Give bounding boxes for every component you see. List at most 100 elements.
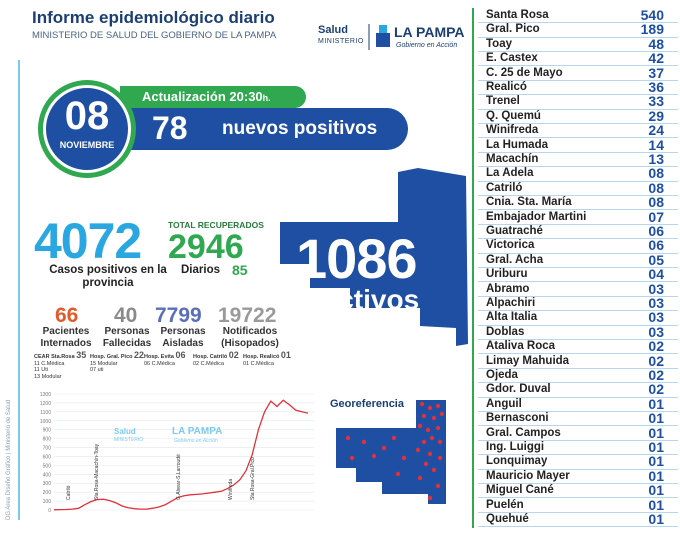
locality-row: Gral. Campos 01 xyxy=(478,424,678,441)
locality-name: Bernasconi xyxy=(486,412,549,425)
locality-row: Quehué 01 xyxy=(478,511,678,528)
locality-row: Bernasconi 01 xyxy=(478,410,678,427)
deceased-value: 40 xyxy=(114,304,138,327)
case-location-dot xyxy=(427,405,433,411)
page-subtitle: MINISTERIO DE SALUD DEL GOBIERNO DE LA P… xyxy=(32,30,277,41)
hospital-card: Hosp. Gral. Pico 22 15 Modular 07 uti xyxy=(90,350,145,374)
y-tick-label: 1200 xyxy=(40,401,51,407)
active-cases-label: Activos xyxy=(318,284,420,315)
locality-count: 07 xyxy=(648,208,664,225)
locality-name: Macachín xyxy=(486,153,539,166)
locality-name: Gral. Acha xyxy=(486,253,544,266)
isolated-value: 7799 xyxy=(155,304,202,327)
locality-name: Winifreda xyxy=(486,124,539,137)
chart-annotation: Sta.Rosa-Macachín-Toay xyxy=(94,443,100,500)
case-location-dot xyxy=(437,455,443,461)
design-credit: DG Area Diseño Gráfico | Ministerio de S… xyxy=(6,399,12,520)
hospital-card: Hosp. Evita 06 06 C.Médica xyxy=(144,350,186,367)
locality-count: 06 xyxy=(648,237,664,254)
update-banner: Actualización 20:30h. xyxy=(120,86,306,108)
locality-row: Gral. Pico 189 xyxy=(478,21,678,38)
locality-count: 02 xyxy=(648,352,664,369)
logo-ministerio: MINISTERIO xyxy=(318,38,364,45)
locality-name: Quehué xyxy=(486,513,529,526)
watermark-gobierno: Gobierno en Acción xyxy=(174,438,218,444)
locality-name: Realicó xyxy=(486,81,527,94)
date-month: NOVIEMBRE xyxy=(59,140,115,150)
recovered-value: 2946 xyxy=(168,228,244,266)
hospital-card: CEAR Sta.Rosa 35 11 C.Médica 11 Uti 13 Mod… xyxy=(34,350,87,380)
locality-count: 01 xyxy=(648,410,664,427)
locality-row: La Adela 08 xyxy=(478,165,678,182)
locality-name: Uriburu xyxy=(486,268,528,281)
locality-count: 03 xyxy=(648,280,664,297)
locality-name: La Adela xyxy=(486,167,534,180)
case-location-dot xyxy=(349,455,355,461)
locality-count: 03 xyxy=(648,295,664,312)
case-location-dot xyxy=(425,427,431,433)
new-positives-label: nuevos positivos xyxy=(222,118,378,139)
logo-divider xyxy=(368,24,370,50)
new-positives-value: 78 xyxy=(152,110,188,146)
case-location-dot xyxy=(431,415,437,421)
decorative-bar xyxy=(18,60,20,520)
locality-count: 01 xyxy=(648,424,664,441)
locality-name: Anguil xyxy=(486,397,522,410)
locality-name: Gral. Pico xyxy=(486,23,540,36)
locality-row: Mauricio Mayer 01 xyxy=(478,467,678,484)
hospitalized-label: Pacientes Internados xyxy=(40,326,92,349)
locality-row: Alpachiri 03 xyxy=(478,295,678,312)
locality-count: 02 xyxy=(648,381,664,398)
locality-name: Limay Mahuida xyxy=(486,354,570,367)
locality-row: Ojeda 02 xyxy=(478,367,678,384)
province-map xyxy=(280,168,468,346)
watermark-la-pampa: LA PAMPA xyxy=(172,426,222,437)
locality-row: Gdor. Duval 02 xyxy=(478,381,678,398)
locality-row: Guatraché 06 xyxy=(478,223,678,240)
locality-name: Doblas xyxy=(486,325,525,338)
locality-name: Abramo xyxy=(486,282,530,295)
locality-row: Alta Italia 03 xyxy=(478,309,678,326)
logo-la-pampa: LA PAMPA xyxy=(394,24,465,40)
y-tick-label: 400 xyxy=(43,472,52,478)
localities-divider xyxy=(472,8,474,528)
chart-annotation: Winifreda xyxy=(228,479,234,500)
locality-count: 01 xyxy=(648,467,664,484)
case-location-dot xyxy=(417,423,423,429)
case-location-dot xyxy=(435,483,441,489)
chart-watermark: Salud MINISTERIO LA PAMPA Gobierno en Ac… xyxy=(114,426,222,444)
y-tick-label: 1300 xyxy=(40,392,51,398)
locality-count: 24 xyxy=(648,122,664,139)
case-location-dot xyxy=(421,439,427,445)
locality-row: Doblas 03 xyxy=(478,324,678,340)
locality-count: 06 xyxy=(648,223,664,240)
case-location-dot xyxy=(361,439,367,445)
locality-row: Uriburu 04 xyxy=(478,266,678,283)
georeference-title: Georeferencia xyxy=(330,398,404,410)
recovered-title: TOTAL RECUPERADOS xyxy=(168,220,264,230)
locality-name: Embajador Martini xyxy=(486,210,587,223)
update-time: Actualización 20:30h. xyxy=(142,89,271,104)
locality-row: Limay Mahuida 02 xyxy=(478,352,678,369)
case-location-dot xyxy=(395,471,401,477)
case-location-dot xyxy=(435,425,441,431)
case-location-dot xyxy=(391,435,397,441)
locality-name: Cnia. Sta. María xyxy=(486,196,572,209)
case-location-dot xyxy=(439,411,445,417)
locality-row: Puelén 01 xyxy=(478,497,678,513)
watermark-salud: Salud xyxy=(114,427,136,436)
locality-name: Ataliva Roca xyxy=(486,340,556,353)
case-location-dot xyxy=(401,455,407,461)
watermark-ministerio: MINISTERIO xyxy=(114,437,143,443)
case-location-dot xyxy=(421,413,427,419)
locality-count: 05 xyxy=(648,251,664,268)
locality-name: Trenel xyxy=(486,95,520,108)
y-tick-label: 600 xyxy=(43,454,52,460)
georeference-map xyxy=(336,400,446,504)
locality-count: 08 xyxy=(648,179,664,196)
ministry-logo: Salud MINISTERIO LA PAMPA Gobierno en Ac… xyxy=(318,22,468,56)
locality-count: 33 xyxy=(648,93,664,110)
locality-name: Lonquimay xyxy=(486,455,548,468)
locality-name: Miguel Cané xyxy=(486,484,554,497)
y-tick-label: 900 xyxy=(43,428,52,434)
